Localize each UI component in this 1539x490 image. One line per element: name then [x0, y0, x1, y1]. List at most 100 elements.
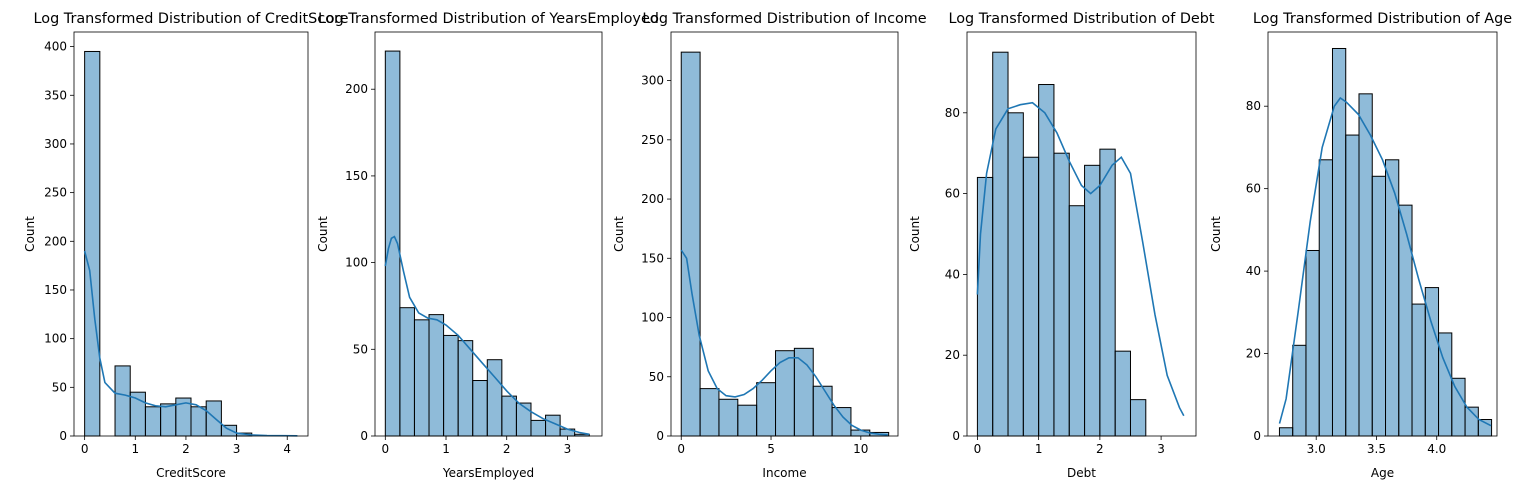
- histogram-bar: [1358, 93, 1373, 437]
- y-tick-label: 100: [345, 256, 368, 270]
- histogram-bar: [443, 334, 459, 437]
- histogram-bar: [144, 406, 162, 437]
- y-tick-label: 60: [1246, 182, 1261, 196]
- axes-frame: [73, 31, 309, 437]
- x-tick-label: 1: [131, 442, 139, 456]
- histogram-bar: [1398, 204, 1413, 437]
- histogram-bar: [1068, 205, 1086, 437]
- histogram-bar: [472, 380, 488, 437]
- y-tick-label: 50: [353, 342, 368, 356]
- chart-title: Log Transformed Distribution of Debt: [948, 11, 1214, 27]
- subplot-1: 0 1 2 3 4 0 50 100 150 200 250 300 350 400 CreditScore…: [23, 11, 349, 480]
- x-axis-label: YearsEmployed: [442, 466, 534, 480]
- x-tick-label: 3: [233, 442, 241, 456]
- x-tick-label: 3.5: [1367, 442, 1386, 456]
- axes-frame: [374, 31, 603, 437]
- subplot-4: 0 1 2 3 0 20 40 60 80 Debt Count Log Transformed Di…: [908, 11, 1215, 480]
- x-tick-label: 4.0: [1427, 442, 1446, 456]
- histogram-bar: [114, 365, 131, 437]
- x-tick-label: 3: [1157, 442, 1165, 456]
- histogram-bar: [699, 388, 720, 437]
- y-tick-label: 0: [1253, 429, 1261, 443]
- y-tick-label: 100: [44, 332, 67, 346]
- histogram-bar: [1114, 350, 1131, 437]
- histogram-bar: [976, 176, 994, 437]
- x-tick-label: 2: [1096, 442, 1104, 456]
- y-axis-label: Count: [23, 216, 37, 252]
- histogram-bar: [530, 419, 547, 437]
- chart-title: Log Transformed Distribution of YearsEmp…: [318, 11, 659, 27]
- x-tick-label: 3.0: [1307, 442, 1326, 456]
- y-tick-label: 50: [649, 370, 664, 384]
- y-tick-label: 150: [641, 251, 664, 265]
- histogram-bar: [205, 400, 222, 437]
- x-axis-label: Age: [1371, 466, 1394, 480]
- y-tick-label: 200: [44, 234, 67, 248]
- y-axis-label: Count: [908, 216, 922, 252]
- y-tick-label: 0: [656, 429, 664, 443]
- histogram-bar: [1099, 148, 1116, 437]
- histogram-bar: [718, 398, 739, 437]
- chart-title: Log Transformed Distribution of Age: [1253, 11, 1512, 27]
- x-tick-label: 0: [81, 442, 89, 456]
- histogram-bar: [1371, 175, 1387, 437]
- y-tick-label: 300: [44, 137, 67, 151]
- y-axis-label: Count: [612, 216, 626, 252]
- y-tick-label: 100: [641, 311, 664, 325]
- y-tick-label: 50: [52, 380, 67, 394]
- histogram-bar: [850, 429, 871, 437]
- subplot-5: 3.0 3.5 4.0 0 20 40 60 80 Age Count Log Transforme…: [1209, 11, 1512, 480]
- x-tick-label: 2: [503, 442, 511, 456]
- histogram-bar: [737, 404, 758, 437]
- kde-line: [976, 101, 1185, 417]
- y-tick-label: 0: [360, 429, 368, 443]
- histogram-bar: [413, 319, 430, 437]
- y-tick-label: 0: [59, 429, 67, 443]
- histogram-bar: [1053, 152, 1070, 437]
- x-tick-label: 3: [564, 442, 572, 456]
- histogram-bar: [992, 51, 1009, 437]
- x-tick-label: 0: [381, 442, 389, 456]
- y-tick-label: 400: [44, 40, 67, 54]
- histogram-bar: [756, 382, 777, 437]
- x-tick-label: 1: [442, 442, 450, 456]
- y-tick-label: 150: [44, 283, 67, 297]
- histogram-bar: [1345, 134, 1360, 437]
- y-tick-label: 350: [44, 88, 67, 102]
- histogram-bar: [1411, 303, 1426, 437]
- y-tick-label: 200: [345, 82, 368, 96]
- x-tick-label: 2: [182, 442, 190, 456]
- histogram-bar: [1305, 249, 1320, 437]
- x-tick-label: 10: [853, 442, 868, 456]
- y-tick-label: 250: [44, 186, 67, 200]
- y-tick-label: 150: [345, 169, 368, 183]
- x-tick-label: 4: [283, 442, 291, 456]
- y-tick-label: 20: [1246, 347, 1261, 361]
- x-axis-label: Income: [762, 466, 806, 480]
- y-tick-label: 40: [1246, 264, 1261, 278]
- histogram-bar: [1451, 377, 1466, 437]
- axes-frame: [1267, 31, 1498, 437]
- histogram-bar: [160, 403, 177, 437]
- axes-frame: [966, 31, 1197, 437]
- x-tick-label: 0: [974, 442, 982, 456]
- x-tick-label: 1: [1035, 442, 1043, 456]
- y-tick-label: 20: [945, 348, 960, 362]
- histogram-bar: [1084, 164, 1101, 437]
- y-axis-label: Count: [316, 216, 330, 252]
- x-tick-label: 0: [677, 442, 685, 456]
- histogram-bar: [190, 406, 207, 437]
- y-tick-label: 250: [641, 133, 664, 147]
- histogram-bar: [501, 395, 517, 437]
- histogram-bar: [84, 50, 101, 437]
- histogram-bar: [428, 314, 445, 437]
- kde-line: [1278, 96, 1492, 427]
- histogram-bar: [220, 424, 238, 437]
- x-axis-label: Debt: [1067, 466, 1096, 480]
- chart-title: Log Transformed Distribution of CreditSc…: [34, 11, 349, 27]
- x-axis-label: CreditScore: [156, 466, 226, 480]
- y-tick-label: 0: [952, 429, 960, 443]
- histogram-bar: [457, 340, 474, 437]
